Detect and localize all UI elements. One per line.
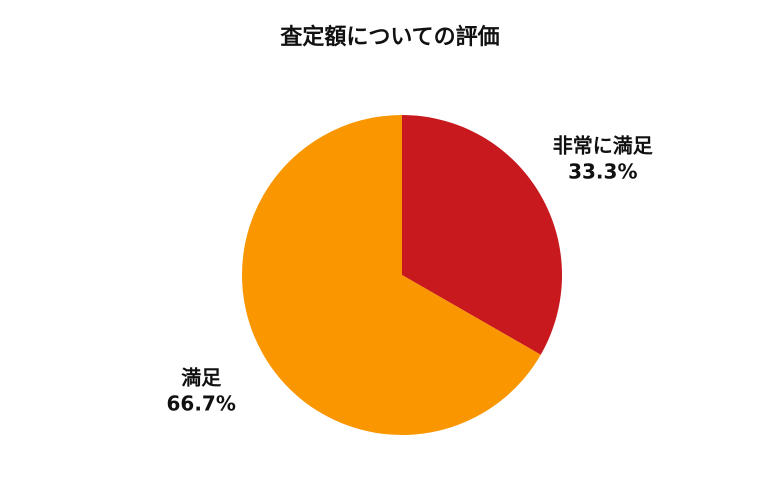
pie-slice (402, 115, 563, 355)
slice-value-label: 66.7% (167, 392, 236, 416)
slice-value-label: 33.3% (568, 159, 637, 183)
slice-label: 非常に満足 (553, 133, 654, 157)
pie-slice (242, 115, 541, 436)
slice-label: 満足 (181, 366, 222, 390)
chart-title: 査定額についての評価 (280, 24, 499, 50)
